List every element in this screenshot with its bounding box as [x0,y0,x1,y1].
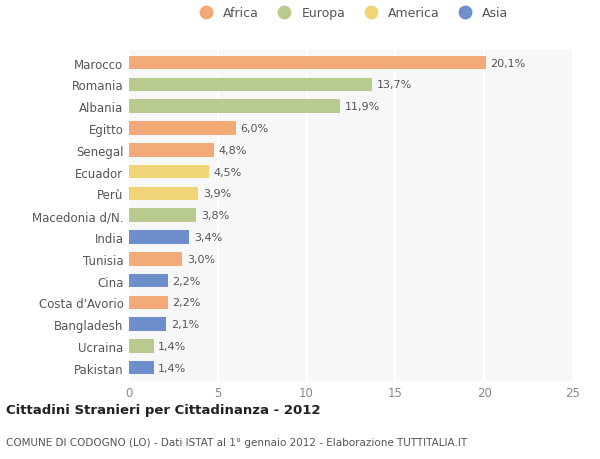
Text: 20,1%: 20,1% [490,59,526,68]
Bar [129,274,168,288]
Text: 3,9%: 3,9% [203,189,231,199]
Text: 2,2%: 2,2% [173,276,201,286]
Legend: Africa, Europa, America, Asia: Africa, Europa, America, Asia [193,7,509,20]
Text: 1,4%: 1,4% [158,341,187,351]
Bar [129,166,209,179]
Text: 2,2%: 2,2% [173,298,201,308]
Text: 4,8%: 4,8% [218,146,247,156]
Text: Cittadini Stranieri per Cittadinanza - 2012: Cittadini Stranieri per Cittadinanza - 2… [6,403,320,416]
Bar [129,187,198,201]
Text: 13,7%: 13,7% [377,80,412,90]
Bar [129,296,168,309]
Text: 3,4%: 3,4% [194,232,222,242]
Text: COMUNE DI CODOGNO (LO) - Dati ISTAT al 1° gennaio 2012 - Elaborazione TUTTITALIA: COMUNE DI CODOGNO (LO) - Dati ISTAT al 1… [6,437,467,447]
Bar [129,361,154,375]
Text: 11,9%: 11,9% [345,102,380,112]
Bar [129,78,373,92]
Text: 1,4%: 1,4% [158,363,187,373]
Text: 4,5%: 4,5% [214,167,242,177]
Bar [129,144,214,157]
Bar [129,340,154,353]
Text: 3,8%: 3,8% [201,211,229,221]
Text: 3,0%: 3,0% [187,254,215,264]
Bar [129,122,236,135]
Bar [129,100,340,114]
Bar [129,231,190,244]
Bar [129,57,486,70]
Text: 2,1%: 2,1% [171,319,199,330]
Bar [129,252,182,266]
Bar [129,318,166,331]
Bar [129,209,196,223]
Text: 6,0%: 6,0% [240,124,268,134]
